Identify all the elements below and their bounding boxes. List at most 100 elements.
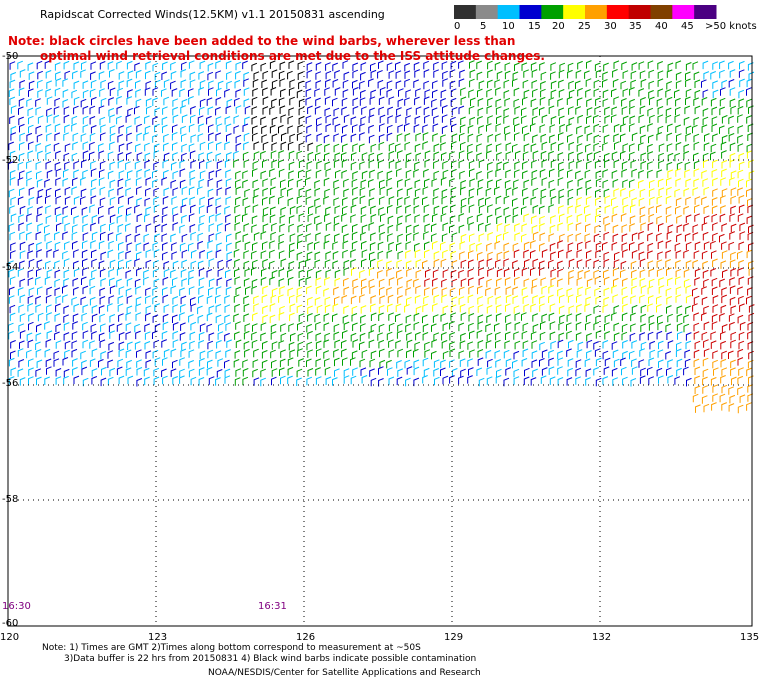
wind-barb	[611, 367, 618, 377]
time-label-1631: 16:31	[258, 601, 287, 612]
wind-barb	[100, 124, 106, 133]
wind-barb	[584, 233, 591, 242]
wind-barb	[9, 286, 15, 296]
wind-barb	[109, 222, 115, 231]
wind-barb	[235, 368, 242, 377]
wind-barb	[458, 105, 465, 115]
wind-barb	[82, 339, 89, 349]
wind-barb	[638, 170, 644, 179]
wind-barb	[378, 366, 384, 375]
wind-barb	[145, 295, 151, 304]
wind-barb	[388, 150, 395, 160]
wind-barb	[423, 69, 430, 78]
wind-barb	[568, 89, 575, 99]
wind-barb	[207, 349, 214, 359]
wind-barb	[81, 360, 87, 369]
wind-barb	[612, 179, 619, 188]
wind-barb	[27, 277, 34, 286]
wind-barb	[460, 180, 467, 189]
colorbar-label-45: 45	[681, 21, 694, 32]
wind-barb	[487, 232, 494, 241]
wind-barb	[413, 62, 420, 71]
wind-barb	[245, 286, 251, 295]
wind-barb	[369, 358, 376, 368]
wind-barb	[243, 313, 250, 322]
wind-barb	[296, 195, 303, 204]
wind-barb	[458, 60, 464, 69]
wind-barb	[595, 197, 601, 206]
wind-barb	[279, 367, 285, 376]
wind-barb	[162, 276, 169, 286]
wind-barb	[217, 223, 223, 232]
wind-barb	[512, 143, 518, 153]
wind-barb	[413, 278, 419, 288]
wind-barb	[99, 339, 106, 348]
wind-barb	[503, 349, 510, 359]
wind-barb	[82, 304, 89, 313]
wind-barb	[557, 177, 564, 186]
wind-barb	[251, 62, 258, 72]
wind-barb	[611, 88, 617, 97]
wind-barb	[665, 240, 672, 249]
wind-barb	[45, 339, 52, 348]
wind-barb	[162, 206, 168, 215]
wind-barb	[568, 339, 574, 349]
wind-barb	[334, 277, 341, 287]
wind-barb	[188, 96, 194, 105]
wind-barb	[127, 196, 134, 205]
wind-barb	[395, 61, 401, 71]
wind-barb	[476, 133, 483, 143]
wind-barb	[424, 89, 431, 98]
wind-barb	[233, 125, 240, 134]
wind-barb	[135, 89, 141, 98]
wind-barb	[593, 269, 600, 279]
wind-barb	[342, 89, 349, 98]
wind-barb	[748, 159, 754, 168]
wind-barb	[549, 224, 556, 234]
wind-barb	[170, 179, 177, 189]
wind-barb	[342, 143, 348, 152]
wind-barb	[694, 277, 700, 286]
wind-barb	[449, 287, 456, 297]
wind-barb	[350, 116, 357, 125]
wind-barb	[684, 161, 691, 171]
wind-barb	[215, 286, 222, 295]
wind-barb	[540, 277, 547, 286]
wind-barb	[721, 168, 727, 178]
wind-barb	[737, 187, 743, 196]
wind-barb	[136, 152, 143, 161]
wind-barb	[278, 97, 285, 106]
wind-barb	[296, 294, 302, 303]
wind-barb	[198, 286, 204, 295]
wind-barb	[324, 143, 330, 153]
wind-barb	[71, 348, 78, 358]
wind-barb	[711, 106, 718, 116]
wind-barb	[118, 348, 125, 357]
wind-barb	[512, 206, 519, 216]
wind-barb	[539, 62, 545, 71]
wind-barb	[71, 89, 78, 99]
wind-barb	[243, 159, 250, 168]
wind-barb	[189, 331, 196, 341]
wind-barb	[595, 357, 602, 367]
wind-barb	[739, 78, 745, 88]
wind-barb	[27, 62, 34, 71]
wind-barb	[352, 223, 358, 233]
wind-barb	[54, 241, 61, 251]
wind-barb	[378, 60, 384, 69]
wind-barb	[19, 123, 25, 133]
wind-barb	[629, 115, 636, 124]
wind-barb	[252, 312, 258, 321]
wind-barb	[352, 186, 358, 196]
wind-barb	[728, 79, 735, 88]
wind-barb	[171, 132, 178, 141]
wind-barb	[288, 223, 295, 233]
wind-barb	[721, 79, 728, 89]
wind-barb	[667, 340, 674, 349]
wind-barb	[197, 115, 204, 124]
wind-barb	[521, 287, 528, 296]
wind-barb	[629, 98, 635, 108]
wind-barb	[125, 223, 131, 232]
wind-barb	[243, 250, 250, 259]
wind-barb	[190, 303, 197, 312]
